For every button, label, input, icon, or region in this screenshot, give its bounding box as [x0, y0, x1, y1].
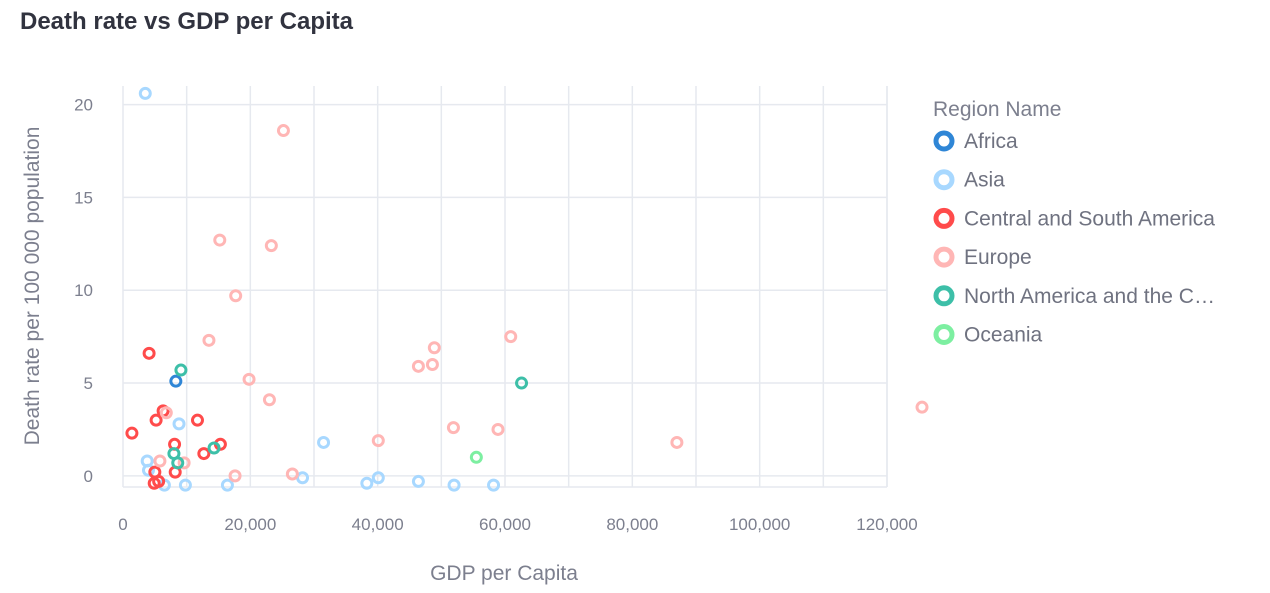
x-axis-title: GDP per Capita	[430, 562, 578, 585]
data-point[interactable]	[915, 400, 929, 414]
y-axis-title: Death rate per 100 000 population	[21, 127, 44, 446]
y-axis-ticks: 0 5 10 15 20	[74, 96, 93, 486]
chart-title: Death rate vs GDP per Capita	[20, 8, 354, 35]
data-point[interactable]	[670, 435, 684, 449]
legend-label[interactable]: Asia	[964, 169, 1005, 192]
data-point[interactable]	[285, 467, 299, 481]
x-tick-label: 20,000	[224, 515, 276, 534]
x-tick-label: 60,000	[479, 515, 531, 534]
data-point[interactable]	[159, 406, 173, 420]
data-point[interactable]	[197, 447, 211, 461]
x-tick-label: 100,000	[729, 515, 790, 534]
data-point[interactable]	[264, 239, 278, 253]
y-tick-label: 10	[74, 281, 93, 300]
data-point[interactable]	[152, 474, 166, 488]
data-point[interactable]	[141, 463, 155, 477]
x-tick-label: 0	[118, 515, 127, 534]
data-point[interactable]	[228, 469, 242, 483]
data-point[interactable]	[411, 474, 425, 488]
data-point[interactable]	[411, 359, 425, 373]
x-tick-label: 120,000	[856, 515, 917, 534]
data-point[interactable]	[220, 478, 234, 492]
legend-symbol	[933, 207, 955, 229]
data-point[interactable]	[142, 346, 156, 360]
legend-symbol	[933, 169, 955, 191]
grid	[122, 86, 888, 488]
x-tick-label: 40,000	[352, 515, 404, 534]
y-tick-label: 5	[84, 374, 93, 393]
data-point[interactable]	[202, 333, 216, 347]
data-point[interactable]	[207, 441, 221, 455]
data-point[interactable]	[427, 341, 441, 355]
data-point[interactable]	[138, 86, 152, 100]
legend-symbol	[933, 285, 955, 307]
legend-symbol	[933, 246, 955, 268]
legend-title: Region Name	[933, 98, 1061, 121]
data-point[interactable]	[447, 478, 461, 492]
data-point[interactable]	[317, 435, 331, 449]
legend: Region Name Africa Asia Central and South …	[933, 98, 1215, 347]
data-point[interactable]	[371, 434, 385, 448]
data-point[interactable]	[242, 372, 256, 386]
legend-label[interactable]: Oceania	[964, 324, 1043, 347]
data-point[interactable]	[149, 413, 163, 427]
data-point[interactable]	[172, 417, 186, 431]
data-point[interactable]	[491, 422, 505, 436]
data-point[interactable]	[296, 471, 310, 485]
x-axis-ticks: 0 20,000 40,000 60,000 80,000 100,000 120,000	[118, 515, 917, 534]
data-point[interactable]	[276, 124, 290, 138]
legend-symbol	[933, 324, 955, 345]
x-tick-label: 80,000	[606, 515, 658, 534]
data-points	[125, 86, 929, 492]
data-point[interactable]	[190, 413, 204, 427]
data-point[interactable]	[174, 363, 188, 377]
data-point[interactable]	[262, 393, 276, 407]
data-point[interactable]	[515, 376, 529, 390]
data-point[interactable]	[125, 426, 139, 440]
data-point[interactable]	[487, 478, 501, 492]
y-tick-label: 0	[84, 467, 93, 486]
data-point[interactable]	[169, 374, 183, 388]
legend-symbol	[933, 130, 955, 152]
legend-label[interactable]: Africa	[964, 130, 1018, 153]
data-point[interactable]	[177, 456, 191, 470]
data-point[interactable]	[360, 476, 374, 490]
data-point[interactable]	[469, 450, 483, 464]
y-tick-label: 15	[74, 188, 93, 207]
data-point[interactable]	[171, 456, 185, 470]
data-point[interactable]	[213, 233, 227, 247]
legend-label[interactable]: Central and South America	[964, 207, 1215, 230]
y-tick-label: 20	[74, 96, 93, 115]
data-point[interactable]	[425, 357, 439, 371]
data-point[interactable]	[178, 478, 192, 492]
data-point[interactable]	[504, 330, 518, 344]
data-point[interactable]	[153, 454, 167, 468]
data-point[interactable]	[446, 421, 460, 435]
data-point[interactable]	[371, 471, 385, 485]
legend-label[interactable]: Europe	[964, 246, 1032, 269]
legend-label[interactable]: North America and the C…	[964, 285, 1215, 308]
data-point[interactable]	[229, 289, 243, 303]
